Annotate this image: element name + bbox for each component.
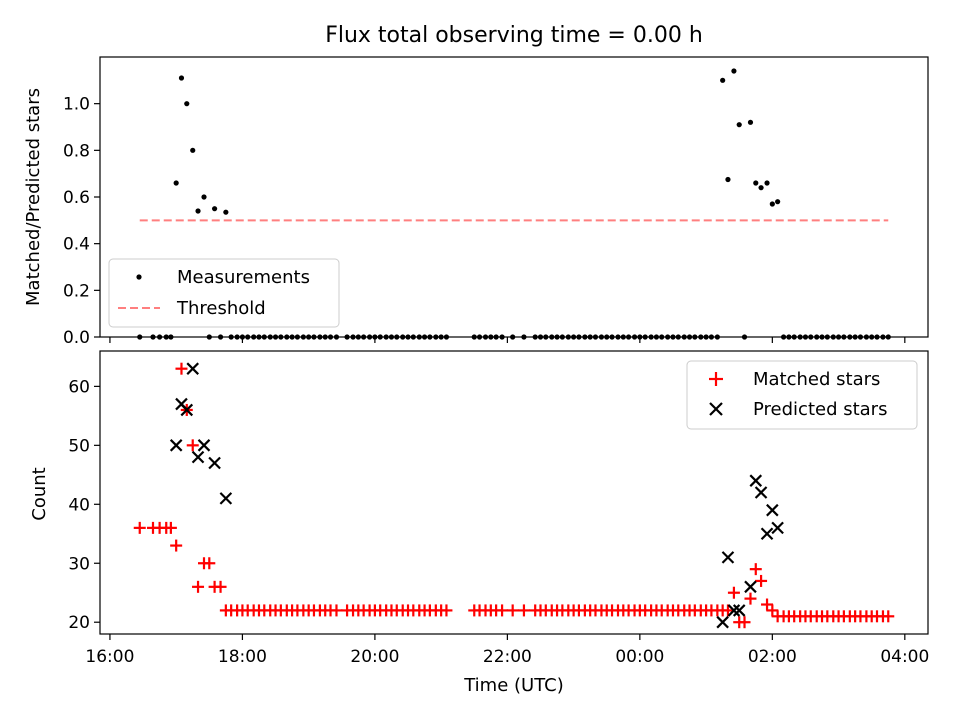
point-matched-stars: [133, 521, 146, 534]
point-matched-stars: [164, 521, 177, 534]
point-matched-stars: [186, 439, 199, 452]
bottom-y-axis: 20 30 40 50 60: [68, 377, 100, 633]
bottom-x-tick-label: 00:00: [615, 647, 664, 667]
point-predicted-stars: [191, 450, 205, 464]
point-matched-stars: [214, 580, 227, 593]
point-measurements: [753, 180, 759, 186]
point-predicted-stars: [186, 362, 200, 375]
point-measurements: [775, 199, 781, 205]
point-measurements: [201, 194, 207, 200]
point-measurements: [211, 206, 218, 212]
point-predicted-stars: [744, 580, 757, 594]
point-measurements: [736, 122, 742, 128]
bottom-x-axis-label: Time (UTC): [463, 675, 564, 696]
point-measurements: [758, 185, 764, 191]
point-predicted-stars: [721, 551, 735, 564]
point-measurements: [720, 77, 726, 83]
bottom-x-tick-label: 22:00: [483, 647, 532, 667]
top-y-tick-label: 0.0: [63, 328, 90, 348]
point-matched-stars: [496, 604, 509, 617]
point-predicted-stars: [169, 439, 183, 452]
bottom-x-axis: 16:00 18:00 20:00 22:00 00:00 02:00 04:00: [85, 634, 929, 667]
point-matched-stars: [744, 592, 757, 605]
legend-matched-label: Matched stars: [753, 369, 880, 390]
point-predicted-stars: [219, 492, 233, 505]
point-measurements: [731, 68, 737, 74]
legend-matched-marker: [709, 372, 723, 386]
chart-title: Flux total observing time = 0.00 h: [325, 23, 703, 48]
top-legend: Measurements Threshold: [108, 258, 340, 328]
point-matched-stars: [882, 610, 895, 623]
bottom-plot-area: [133, 362, 895, 629]
bottom-x-tick-label: 20:00: [350, 647, 399, 667]
point-predicted-stars: [716, 615, 729, 629]
bottom-y-tick-label: 30: [68, 554, 90, 574]
point-measurements: [178, 75, 185, 81]
point-predicted-stars: [180, 403, 194, 417]
bottom-x-tick-label: 16:00: [85, 647, 134, 667]
point-measurements: [195, 208, 201, 214]
point-matched-stars: [506, 604, 519, 617]
top-legend-box: [108, 258, 340, 328]
point-matched-stars: [203, 557, 216, 570]
point-matched-stars: [440, 604, 453, 617]
bottom-x-tick-label: 04:00: [880, 647, 929, 667]
point-matched-stars: [761, 598, 774, 611]
point-matched-stars: [766, 604, 779, 617]
bottom-x-tick-label: 18:00: [218, 647, 267, 667]
bottom-y-tick-label: 40: [68, 495, 90, 515]
top-y-tick-label: 0.2: [63, 281, 90, 301]
legend-predicted-label: Predicted stars: [753, 399, 887, 420]
point-measurements: [769, 201, 775, 207]
point-measurements: [173, 180, 179, 186]
legend-measurements-marker: [136, 274, 142, 280]
bottom-y-tick-label: 20: [68, 613, 90, 633]
point-predicted-stars: [771, 521, 784, 535]
point-predicted-stars: [197, 439, 211, 452]
point-measurements: [223, 209, 229, 215]
point-predicted-stars: [760, 527, 774, 541]
point-matched-stars: [170, 539, 183, 552]
point-matched-stars: [749, 563, 762, 576]
point-measurements: [725, 176, 731, 183]
point-matched-stars: [175, 362, 188, 375]
bottom-legend: Matched stars Predicted stars: [686, 360, 918, 430]
point-measurements: [190, 147, 196, 153]
top-y-axis: 0.0 0.2 0.4 0.6 0.8 1.0: [63, 95, 100, 348]
point-matched-stars: [727, 586, 740, 599]
legend-predicted-marker: [709, 402, 723, 416]
bottom-panel: 20 30 40 50 60 16:00 18:00 20:00 22:00 00:00 02:0…: [29, 350, 929, 696]
top-y-tick-label: 0.4: [63, 235, 90, 255]
point-predicted-stars: [754, 486, 768, 499]
legend-measurements-label: Measurements: [177, 267, 310, 288]
bottom-legend-box: [686, 360, 918, 430]
point-predicted-stars: [732, 604, 746, 617]
bottom-axes-frame: [99, 350, 929, 635]
top-y-axis-label: Matched/Predicted stars: [23, 88, 44, 306]
point-predicted-stars: [749, 474, 763, 487]
point-matched-stars: [330, 604, 343, 617]
top-y-tick-label: 0.8: [63, 141, 90, 161]
point-measurements: [184, 101, 190, 107]
top-x-axis: [109, 337, 906, 343]
top-y-tick-label: 0.6: [63, 188, 90, 208]
point-matched-stars: [755, 574, 768, 587]
point-matched-stars: [192, 580, 205, 593]
bottom-x-tick-label: 02:00: [748, 647, 797, 667]
point-matched-stars: [738, 616, 751, 629]
top-panel: 0.0 0.2 0.4 0.6 0.8 1.0 Matched/Predicted sta…: [23, 56, 929, 348]
point-predicted-stars: [208, 456, 221, 470]
bottom-y-tick-label: 60: [68, 377, 90, 397]
point-measurements: [764, 180, 770, 186]
point-matched-stars: [721, 604, 734, 617]
legend-threshold-label: Threshold: [176, 298, 266, 319]
point-measurements: [747, 119, 754, 125]
point-predicted-stars: [727, 604, 741, 617]
bottom-y-tick-label: 50: [68, 436, 90, 456]
point-matched-stars: [517, 604, 530, 617]
point-predicted-stars: [766, 503, 779, 517]
bottom-y-axis-label: Count: [29, 467, 50, 520]
top-y-tick-label: 1.0: [63, 95, 90, 115]
